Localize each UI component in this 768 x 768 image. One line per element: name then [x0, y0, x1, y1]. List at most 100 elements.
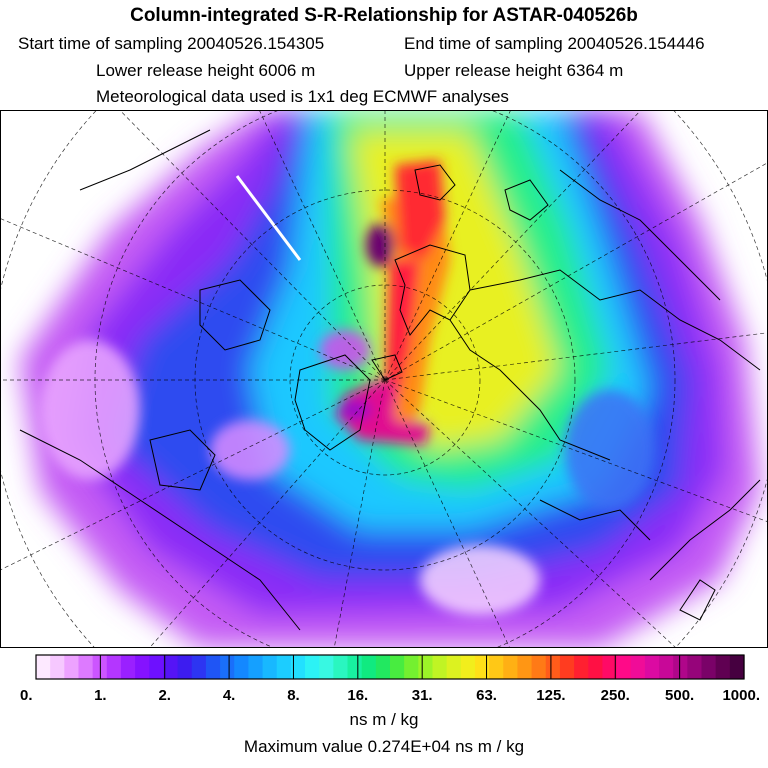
- colorbar-swatch: [276, 655, 292, 679]
- colorbar-swatch: [220, 655, 235, 679]
- colorbar-swatch: [135, 655, 150, 679]
- colorbar-swatches: [36, 655, 745, 679]
- colorbar-tick-label: 2.: [158, 687, 171, 704]
- meridian-10: [148, 379, 386, 648]
- colorbar-swatch: [120, 655, 136, 679]
- meridian-6: [384, 379, 768, 523]
- plume-red-north: [395, 160, 445, 260]
- colorbar: 0. 1. 2. 4. 8. 16. 31. 63. 125. 250. 500. 1000.: [20, 654, 760, 704]
- coast-iceland: [371, 354, 403, 381]
- colorbar-tick-label: 16.: [347, 687, 368, 704]
- colorbar-swatch: [234, 655, 249, 679]
- met-data-label: Meteorological data used is 1x1 deg ECMW…: [96, 87, 509, 106]
- colorbar-units: ns m / kg: [349, 710, 419, 729]
- colorbar-swatch: [517, 655, 533, 679]
- colorbar-tick-label: 31.: [412, 687, 433, 704]
- coast-europe: [449, 319, 611, 461]
- colorbar-tick-label: 250.: [601, 687, 630, 704]
- meridian-5: [384, 332, 768, 381]
- field-patch-light-west: [40, 340, 140, 480]
- colorbar-swatch: [432, 655, 448, 679]
- colorbar-tick-label: 500.: [665, 687, 694, 704]
- coastlines: [19, 129, 761, 631]
- colorbar-swatch: [715, 655, 731, 679]
- end-time-label: End time of sampling 20040526.154446: [404, 34, 705, 53]
- colorbar-swatch: [418, 655, 434, 679]
- meridian-8: [384, 379, 511, 648]
- meridian-4: [384, 162, 768, 381]
- sensitivity-map: [0, 110, 768, 648]
- colorbar-tick-label: 125.: [536, 687, 565, 704]
- colorbar-swatch: [404, 655, 419, 679]
- coast-greenland: [294, 354, 371, 451]
- field-patch-light-south2: [210, 420, 290, 480]
- colorbar-swatch: [305, 655, 320, 679]
- lower-release-label: Lower release height 6006 m: [96, 61, 316, 80]
- coast-scandinavia: [394, 244, 471, 336]
- meridian-11: [0, 379, 386, 571]
- field-patch-pink-center: [320, 330, 370, 370]
- coast-japan: [679, 579, 716, 621]
- coast-east-asia: [649, 479, 761, 581]
- maximum-value-text: Maximum value 0.274E+04 ns m / kg: [243, 737, 525, 756]
- map-title: Column-integrated S-R-Relationship for A…: [130, 5, 638, 26]
- colorbar-swatch: [191, 655, 207, 679]
- colorbar-swatch: [50, 655, 65, 679]
- colorbar-tick-label: 4.: [223, 687, 236, 704]
- graticule: [0, 110, 768, 648]
- colorbar-swatch: [729, 655, 745, 679]
- colorbar-swatch: [588, 655, 603, 679]
- plume-dark-core: [366, 223, 394, 267]
- upper-release-label: Upper release height 6364 m: [404, 61, 624, 80]
- colorbar-tick-label: 1.: [94, 687, 107, 704]
- plume-purple-loop: [339, 400, 371, 420]
- colorbar-swatch: [644, 655, 660, 679]
- coast-canada-islands: [199, 279, 271, 351]
- colorbar-swatch: [333, 655, 349, 679]
- colorbar-swatch: [687, 655, 703, 679]
- meridian-2: [384, 110, 512, 381]
- colorbar-swatch: [347, 655, 363, 679]
- colorbar-swatch: [177, 655, 193, 679]
- colorbar-swatch: [390, 655, 405, 679]
- colorbar-swatch: [559, 655, 575, 679]
- coast-mediterranean: [539, 499, 651, 541]
- colorbar-ticks: [35, 655, 745, 679]
- coast-alaska: [79, 129, 211, 191]
- colorbar-swatch: [531, 655, 547, 679]
- colorbar-swatch: [602, 655, 618, 679]
- colorbar-labels: 0. 1. 2. 4. 8. 16. 31. 63. 125. 250. 500. 1000.: [20, 687, 760, 704]
- colorbar-swatch: [248, 655, 264, 679]
- colorbar-swatch: [701, 655, 717, 679]
- plume-red-stem: [385, 260, 420, 410]
- colorbar-swatch: [163, 655, 179, 679]
- colorbar-swatch: [106, 655, 122, 679]
- colorbar-swatch: [474, 655, 490, 679]
- colorbar-swatch: [503, 655, 519, 679]
- field-patch-blue-east: [565, 390, 655, 510]
- colorbar-swatch: [36, 655, 51, 679]
- plume-magenta-hook: [335, 380, 430, 445]
- meridian-7: [384, 379, 677, 648]
- colorbar-swatch: [375, 655, 391, 679]
- coast-hudson-bay: [149, 429, 216, 491]
- colorbar-swatch: [205, 655, 221, 679]
- colorbar-swatch: [149, 655, 165, 679]
- colorbar-swatch: [659, 655, 674, 679]
- colorbar-swatch: [319, 655, 334, 679]
- colorbar-swatch: [460, 655, 476, 679]
- flight-track-line: [235, 175, 302, 261]
- colorbar-swatch: [262, 655, 278, 679]
- colorbar-tick-label: 1000.: [722, 687, 760, 704]
- field-patch-light-south: [420, 545, 540, 615]
- colorbar-swatch: [446, 655, 462, 679]
- colorbar-swatch: [616, 655, 632, 679]
- colorbar-tick-label: 8.: [287, 687, 300, 704]
- colorbar-tick-label: 63.: [476, 687, 497, 704]
- colorbar-swatch: [78, 655, 94, 679]
- colorbar-tick-label: 0.: [20, 687, 33, 704]
- coast-svalbard: [414, 164, 456, 201]
- meridian-9: [333, 379, 386, 648]
- colorbar-swatch: [64, 655, 80, 679]
- meridian-15: [258, 110, 386, 381]
